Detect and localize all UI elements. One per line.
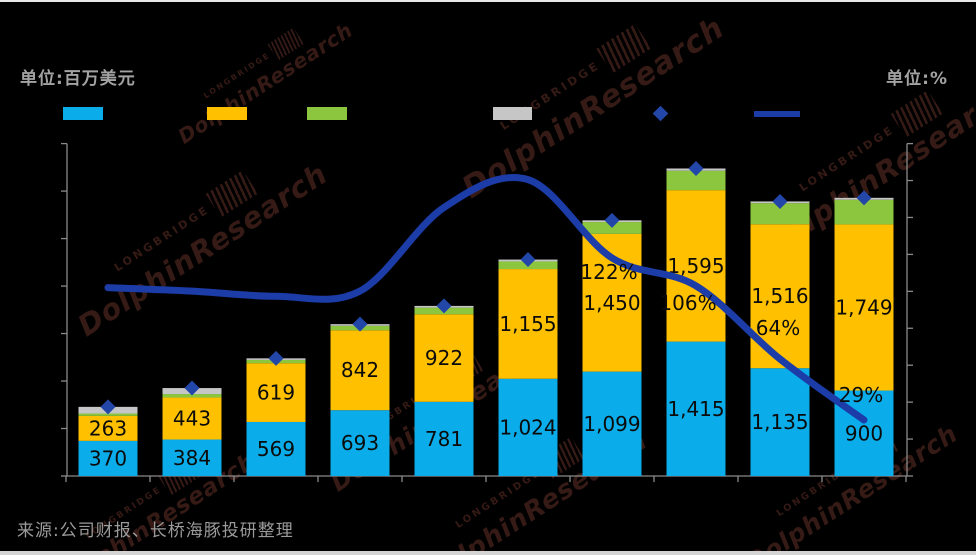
left-axis-unit-label: 单位:百万美元 xyxy=(20,69,136,89)
blue-segment-bar xyxy=(162,439,222,476)
total-diamond-marker xyxy=(436,298,452,314)
total-diamond-marker xyxy=(772,193,788,209)
blue-segment-value-label: 693 xyxy=(341,431,379,455)
yellow-segment-bar xyxy=(162,397,222,440)
right-axis-unit-label: 单位:% xyxy=(886,69,948,89)
blue-segment-value-label: 1,415 xyxy=(667,397,724,421)
total-diamond-marker xyxy=(268,350,284,366)
blue-segment-value-label: 569 xyxy=(257,437,295,461)
blue-segment-bar xyxy=(750,368,810,476)
growth-pct-label: 106% xyxy=(659,291,716,315)
bottom-edge-strip xyxy=(0,551,976,555)
growth-line xyxy=(104,173,868,424)
growth-pct-label: 29% xyxy=(839,383,883,407)
yellow-segment-bar xyxy=(498,269,558,379)
blue-segment-bar xyxy=(498,378,558,476)
growth-pct-label: 122% xyxy=(580,260,637,284)
blue-segment-bar xyxy=(414,401,474,476)
blue-segment-value-label: 1,024 xyxy=(499,415,556,439)
yellow-segment-value-label: 443 xyxy=(173,406,211,430)
blue-segment-bar xyxy=(666,341,726,476)
total-diamond-marker xyxy=(520,252,536,268)
yellow-segment-bar xyxy=(834,224,894,391)
yellow-segment-value-label: 1,450 xyxy=(583,291,640,315)
total-diamond-marker xyxy=(688,160,704,176)
total-diamond-marker xyxy=(856,190,872,206)
yellow-segment-bar xyxy=(330,330,390,411)
yellow-segment-value-label: 1,155 xyxy=(499,312,556,336)
yellow-segment-bar xyxy=(78,415,138,441)
growth-pct-label: 64% xyxy=(756,316,800,340)
blue-segment-value-label: 900 xyxy=(845,421,883,445)
green-segment-bar xyxy=(78,413,138,416)
blue-segment-bar xyxy=(582,371,642,476)
yellow-segment-value-label: 842 xyxy=(341,358,379,382)
yellow-segment-bar xyxy=(246,363,306,422)
yellow-segment-value-label: 619 xyxy=(257,381,295,405)
total-diamond-marker xyxy=(100,399,116,415)
blue-segment-value-label: 781 xyxy=(425,427,463,451)
total-diamond-marker xyxy=(184,380,200,396)
yellow-segment-bar xyxy=(666,190,726,342)
blue-segment-bar xyxy=(78,440,138,476)
blue-segment-value-label: 370 xyxy=(89,446,127,470)
blue-segment-value-label: 1,135 xyxy=(751,410,808,434)
green-segment-bar xyxy=(666,170,726,191)
blue-segment-bar xyxy=(246,421,306,476)
source-note: 来源:公司财报、长桥海豚投研整理 xyxy=(17,521,294,541)
top-edge-strip xyxy=(0,0,976,2)
blue-segment-bar xyxy=(330,410,390,476)
yellow-segment-value-label: 922 xyxy=(425,346,463,370)
blue-segment-value-label: 384 xyxy=(173,446,211,470)
green-segment-bar xyxy=(582,222,642,234)
blue-segment-value-label: 1,099 xyxy=(583,412,640,436)
green-segment-bar xyxy=(162,394,222,398)
yellow-segment-bar xyxy=(414,314,474,402)
yellow-segment-value-label: 1,516 xyxy=(751,284,808,308)
total-diamond-marker xyxy=(604,212,620,228)
yellow-segment-value-label: 263 xyxy=(89,416,127,440)
green-segment-bar xyxy=(750,203,810,225)
total-diamond-marker xyxy=(352,316,368,332)
yellow-segment-value-label: 1,749 xyxy=(835,295,892,319)
